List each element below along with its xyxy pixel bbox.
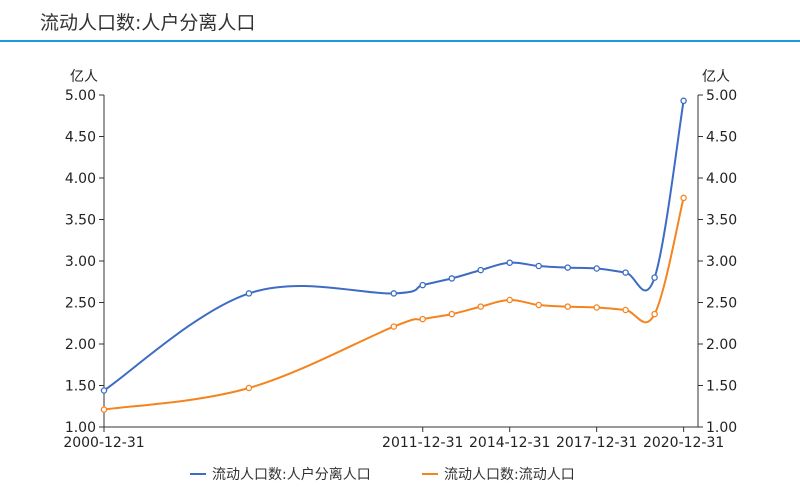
- series-2-point[interactable]: [448, 310, 456, 318]
- line-chart: 亿人 1.00 1.50 2.00 2.50 3.00 3.50 4.00 4.50 5.00 亿人…: [63, 69, 737, 483]
- right-y-tick-label: 1.00: [706, 420, 737, 436]
- series-2-point[interactable]: [419, 315, 426, 323]
- legend-item-2[interactable]: 流动人口数:流动人口: [422, 467, 575, 483]
- x-tick-label: 2011-12-31: [382, 435, 463, 451]
- chart-title: 流动人口数:人户分离人口: [40, 12, 256, 34]
- left-y-tick-label: 3.00: [65, 254, 96, 270]
- left-y-tick-label: 4.50: [65, 130, 96, 146]
- chart-header: 流动人口数:人户分离人口: [0, 0, 800, 44]
- title-underline: [0, 40, 800, 42]
- x-tick-label: 2017-12-31: [556, 435, 637, 451]
- legend-label: 流动人口数:人户分离人口: [212, 466, 371, 483]
- series-2-point[interactable]: [651, 310, 658, 318]
- series-2-point[interactable]: [390, 323, 398, 330]
- series-1-point[interactable]: [593, 265, 600, 272]
- series-1-point[interactable]: [477, 266, 484, 274]
- x-tick-label: 2014-12-31: [469, 435, 550, 451]
- series-1-point[interactable]: [448, 275, 456, 282]
- series-2-point[interactable]: [622, 306, 629, 314]
- series-1-point[interactable]: [245, 290, 253, 297]
- left-y-tick-label: 2.50: [65, 296, 96, 312]
- series-1-point[interactable]: [622, 269, 629, 276]
- legend[interactable]: 流动人口数:人户分离人口 流动人口数:流动人口: [190, 466, 575, 483]
- series-2-point[interactable]: [477, 303, 484, 310]
- right-y-tick-label: 2.50: [706, 296, 737, 312]
- series-2-point[interactable]: [506, 296, 513, 304]
- right-y-tick-label: 4.00: [706, 171, 737, 187]
- series-1-point[interactable]: [390, 290, 398, 297]
- right-y-tick-label: 1.50: [706, 379, 737, 395]
- left-y-tick-label: 1.50: [65, 379, 96, 395]
- left-y-tick-label: 2.00: [65, 337, 96, 353]
- series-1-point[interactable]: [535, 262, 542, 270]
- series-2-point[interactable]: [680, 194, 687, 202]
- series-2-point[interactable]: [245, 384, 253, 392]
- series-1-point[interactable]: [564, 264, 571, 271]
- right-y-tick-label: 5.00: [706, 88, 737, 104]
- left-y-axis-unit: 亿人: [70, 69, 98, 85]
- legend-item-1[interactable]: 流动人口数:人户分离人口: [190, 466, 371, 483]
- series-1-point[interactable]: [651, 274, 658, 281]
- left-y-tick-label: 4.00: [65, 171, 96, 187]
- x-tick-label: 2000-12-31: [63, 435, 144, 451]
- left-y-tick-label: 3.50: [65, 213, 96, 229]
- left-y-tick-label: 1.00: [65, 420, 96, 436]
- series-2-point[interactable]: [564, 303, 571, 310]
- series-2-point[interactable]: [535, 301, 542, 309]
- legend-label: 流动人口数:流动人口: [444, 467, 575, 483]
- series-1-point[interactable]: [100, 387, 108, 394]
- series-layer: [100, 97, 687, 413]
- series-2-point[interactable]: [593, 304, 600, 311]
- right-y-tick-label: 4.50: [706, 130, 737, 146]
- series-1-point[interactable]: [680, 97, 687, 105]
- x-tick-label: 2020-12-31: [643, 435, 724, 451]
- right-y-tick-label: 3.00: [706, 254, 737, 270]
- right-y-tick-label: 2.00: [706, 337, 737, 353]
- left-y-tick-label: 5.00: [65, 88, 96, 104]
- series-1-point[interactable]: [419, 281, 426, 289]
- right-y-tick-label: 3.50: [706, 213, 737, 229]
- series-line-2: [103, 197, 685, 411]
- series-line-1: [103, 100, 685, 392]
- right-y-axis-unit: 亿人: [702, 69, 730, 85]
- axes: 亿人 1.00 1.50 2.00 2.50 3.00 3.50 4.00 4.50 5.00 亿人…: [63, 69, 737, 451]
- series-1-point[interactable]: [506, 259, 513, 266]
- series-2-point[interactable]: [100, 406, 108, 413]
